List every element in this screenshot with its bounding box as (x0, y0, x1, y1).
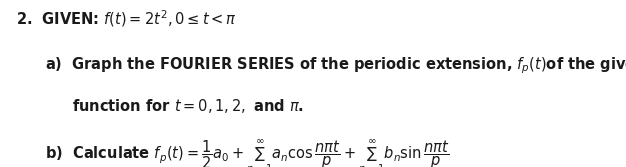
Text: b)  Calculate $f_p(t) = \dfrac{1}{2}a_0 + \sum_{n=1}^{\infty} a_n \cos\dfrac{n\p: b) Calculate $f_p(t) = \dfrac{1}{2}a_0 +… (45, 139, 449, 167)
Text: a)  Graph the FOURIER SERIES of the periodic extension, $f_p(t)$of the given: a) Graph the FOURIER SERIES of the perio… (45, 55, 626, 76)
Text: function for $t = 0, 1, 2,$ and $\pi$.: function for $t = 0, 1, 2,$ and $\pi$. (72, 97, 304, 115)
Text: 2.  GIVEN: $f(t) = 2t^2, 0 \leq t < \pi$: 2. GIVEN: $f(t) = 2t^2, 0 \leq t < \pi$ (16, 8, 237, 29)
